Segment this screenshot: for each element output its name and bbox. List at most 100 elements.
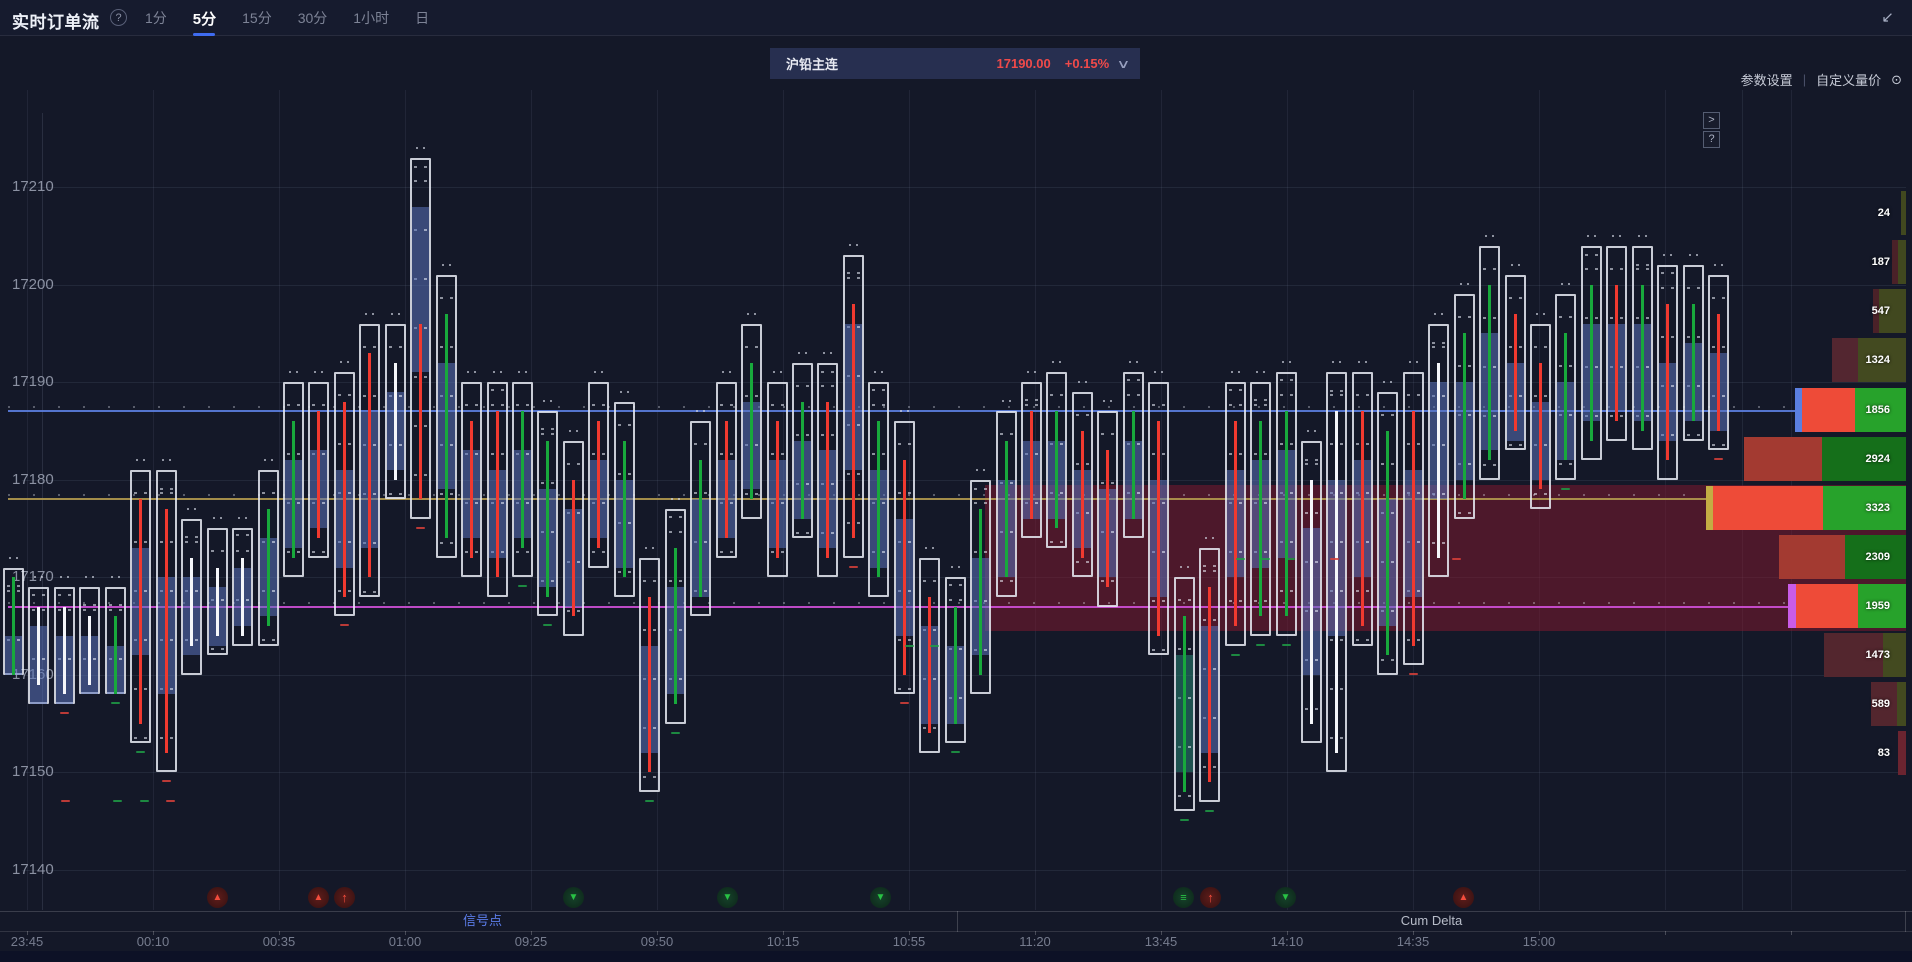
time-tick — [1035, 931, 1036, 935]
delta-body-line — [241, 558, 244, 636]
candle — [1072, 392, 1093, 577]
param-settings-link[interactable]: 参数设置 — [1740, 73, 1793, 88]
candle — [1505, 275, 1526, 450]
candle-top-marks — [34, 576, 36, 578]
candle-top-marks — [289, 371, 291, 373]
candle-delta-mark — [645, 800, 654, 802]
candle-delta-mark — [111, 702, 120, 704]
tab-15分[interactable]: 15分 — [242, 10, 272, 26]
candle-top-marks — [1078, 381, 1080, 383]
cum-delta-pane[interactable]: Cum Delta — [957, 911, 1906, 932]
candle-top-marks — [976, 469, 978, 471]
tab-1分[interactable]: 1分 — [145, 10, 167, 26]
candle — [1530, 324, 1551, 509]
candle — [690, 421, 711, 616]
delta-body-line — [1157, 421, 1160, 636]
candle-top-marks — [696, 410, 698, 412]
candle — [537, 411, 558, 616]
price-axis-line — [42, 113, 43, 910]
candle — [1046, 372, 1067, 548]
time-tick — [657, 931, 658, 935]
symbol-selector[interactable]: 沪铅主连 17190.00 +0.15% ∨ — [770, 48, 1140, 79]
candle — [843, 255, 864, 558]
symbol-price: 17190.00 — [996, 56, 1051, 71]
time-tick — [783, 931, 784, 935]
candle-top-marks — [1129, 361, 1131, 363]
tab-30分[interactable]: 30分 — [297, 10, 328, 26]
delta-body-line — [1005, 441, 1008, 577]
panel-help-button[interactable]: ? — [1703, 131, 1720, 148]
candle-delta-mark — [1409, 673, 1418, 675]
candle — [1352, 372, 1373, 646]
time-tick — [153, 931, 154, 935]
candle-top-marks — [365, 313, 367, 315]
candle — [130, 470, 151, 743]
candle-delta-mark — [900, 702, 909, 704]
delta-body-line — [12, 577, 15, 675]
volume-profile-value: 2309 — [1865, 551, 1890, 563]
delta-body-line — [470, 421, 473, 558]
candle — [639, 558, 660, 792]
delta-number-mark — [1452, 558, 1461, 560]
delta-body-line — [623, 441, 626, 577]
candle-top-marks — [925, 547, 927, 549]
volume-profile-segment — [1873, 289, 1879, 333]
candle — [1683, 265, 1704, 441]
candle-top-marks — [543, 400, 545, 402]
expand-panel-button[interactable]: > — [1703, 112, 1720, 129]
time-label: 10:55 — [892, 934, 926, 949]
candle — [1428, 324, 1449, 577]
candle-top-marks — [1689, 254, 1691, 256]
candle — [334, 372, 355, 616]
time-label: 00:10 — [136, 934, 170, 949]
candle-top-marks — [1663, 254, 1665, 256]
tab-1小时[interactable]: 1小时 — [353, 10, 390, 26]
candle-delta-mark — [1561, 488, 1570, 490]
price-label: 17140 — [12, 861, 54, 879]
candle-top-marks — [1205, 537, 1207, 539]
candle — [105, 587, 126, 694]
help-icon[interactable]: ? — [110, 9, 127, 26]
signal-sell-icon: ≡ — [1173, 887, 1194, 908]
candle-top-marks — [493, 371, 495, 373]
candle — [894, 421, 915, 694]
candle-top-marks — [314, 371, 316, 373]
candle — [741, 324, 762, 519]
collapse-icon[interactable]: ↙ — [1881, 9, 1894, 26]
time-label: 14:35 — [1396, 934, 1430, 949]
delta-body-line — [1717, 314, 1720, 431]
time-gridline — [405, 90, 406, 910]
candle — [410, 158, 431, 519]
candle-top-marks — [671, 498, 673, 500]
tab-日[interactable]: 日 — [415, 10, 430, 26]
time-label: 09:50 — [640, 934, 674, 949]
candle — [1225, 382, 1246, 646]
candle-top-marks — [111, 576, 113, 578]
time-tick — [1791, 931, 1792, 935]
delta-number-mark — [1261, 558, 1270, 560]
price-label: 17200 — [12, 276, 54, 294]
tab-5分[interactable]: 5分 — [193, 0, 216, 38]
signal-points-pane[interactable]: 信号点 — [462, 913, 502, 928]
delta-body-line — [114, 616, 117, 694]
delta-body-line — [496, 411, 499, 577]
candle — [996, 411, 1017, 597]
candle — [1403, 372, 1424, 665]
volume-profile-segment — [1871, 682, 1897, 726]
volume-profile-segment — [1892, 240, 1898, 284]
time-gridline — [27, 90, 28, 910]
price-gridline — [22, 382, 1906, 383]
delta-body-line — [267, 509, 270, 626]
delta-body-line — [419, 324, 422, 499]
volume-profile-segment — [1858, 338, 1906, 382]
toolbar-links: 参数设置 | 自定义量价 ⊙ — [1741, 70, 1902, 89]
time-tick — [1287, 931, 1288, 935]
delta-body-line — [216, 568, 219, 636]
candle — [207, 528, 228, 655]
candle-top-marks — [1409, 361, 1411, 363]
candle-top-marks — [60, 576, 62, 578]
custom-volume-price-link[interactable]: 自定义量价 — [1816, 73, 1882, 88]
eye-icon[interactable]: ⊙ — [1891, 71, 1902, 87]
price-gridline — [22, 870, 1906, 871]
candle-top-marks — [213, 517, 215, 519]
